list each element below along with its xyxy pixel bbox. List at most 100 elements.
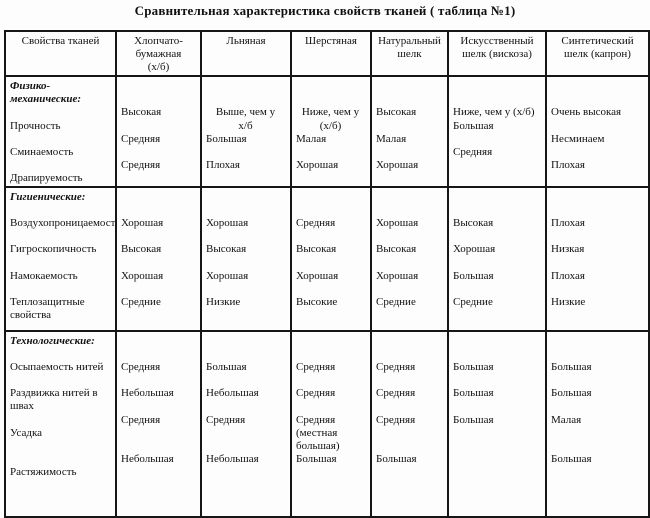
cell-line: [296, 374, 369, 387]
cell-line: [296, 146, 369, 159]
cell-line: [376, 283, 446, 296]
cell-line: [453, 93, 544, 106]
cell-line: [551, 374, 647, 387]
cell-line: Хорошая: [206, 269, 249, 282]
cell-line: Плохая: [551, 216, 585, 229]
cell-line: [10, 440, 114, 453]
cell-line: Плохая: [551, 159, 585, 172]
table-title: Сравнительная характеристика свойств тка…: [134, 3, 516, 18]
cell-line: [376, 348, 446, 361]
cell-line: Хорошая: [206, 216, 249, 229]
cell-line: [206, 374, 289, 387]
cell-line: [551, 400, 647, 413]
cell-line: швах: [10, 400, 34, 413]
cell-line: [376, 80, 446, 93]
cell-line: [10, 374, 114, 387]
cell-line: Хлопчато-: [134, 35, 183, 47]
cell-line: Раздвижка нитей в: [10, 387, 98, 400]
cell-line: х/б: [238, 119, 253, 132]
cell-line: (местная: [296, 426, 338, 439]
cell-line: [121, 230, 199, 243]
cell-line: Высокая: [206, 243, 247, 256]
property-value-cell: Большая Небольшая Средняя Небольшая: [200, 329, 292, 518]
cell-line: [10, 106, 114, 119]
cell-line: Физико-: [10, 80, 51, 92]
cell-line: Сминаемость: [10, 145, 74, 158]
cell-line: [206, 400, 289, 413]
cell-line: [206, 283, 289, 296]
cell-line: Большая: [551, 360, 592, 373]
column-header: Льняная: [200, 30, 292, 77]
cell-line: [551, 348, 647, 361]
cell-line: Большая: [453, 119, 494, 132]
cell-line: Растяжимость: [10, 466, 77, 479]
cell-line: [296, 283, 369, 296]
cell-line: [551, 230, 647, 243]
property-value-cell: Хорошая Высокая Хорошая Низкие: [200, 185, 292, 332]
cell-line: [376, 230, 446, 243]
cell-line: Большая: [551, 453, 592, 466]
cell-line: [296, 335, 369, 348]
cell-line: Средняя: [296, 216, 336, 229]
cell-line: Большая: [453, 360, 494, 373]
cell-line: Небольшая: [206, 387, 259, 400]
cell-line: [296, 204, 369, 217]
property-value-cell: Средняя Средняя Средняя (местная большая) Б…: [290, 329, 372, 518]
property-value-cell: Ниже, чем у (х/б) Малая Хорошая: [290, 75, 372, 188]
cell-line: [551, 93, 647, 106]
cell-line: [10, 453, 114, 466]
property-value-cell: Плохая Низкая Плохая Низкие: [545, 185, 650, 332]
column-header: Хлопчато-бумажная (х/б): [115, 30, 202, 77]
cell-line: Средние: [121, 296, 161, 308]
cell-line: [551, 440, 647, 453]
cell-line: Небольшая: [121, 387, 174, 400]
column-header: Синтетический шелк (капрон): [545, 30, 650, 77]
cell-line: [121, 191, 199, 204]
property-label-cell: Физико-механические: Прочность Сминаемос…: [4, 75, 117, 188]
cell-line: Воздухопроницаемость: [10, 216, 116, 229]
cell-line: Большая: [453, 387, 494, 400]
cell-line: [10, 133, 114, 146]
cell-line: [206, 230, 289, 243]
cell-line: Средние: [376, 296, 416, 308]
cell-line: [376, 335, 446, 348]
cell-line: шелк (капрон): [564, 48, 631, 61]
cell-line: [10, 414, 114, 427]
cell-line: Низкие: [206, 296, 241, 308]
cell-line: [206, 348, 289, 361]
cell-line: Высокие: [296, 296, 338, 308]
cell-line: (х/б): [147, 61, 170, 74]
cell-line: Технологические:: [10, 334, 95, 347]
column-header: Натуральный шелк: [370, 30, 449, 77]
cell-line: [551, 256, 647, 269]
cell-line: Прочность: [10, 119, 61, 132]
property-label-cell: Технологические: Осыпаемость нитей Раздв…: [4, 329, 117, 518]
cell-line: [376, 120, 446, 133]
column-header: Шерстяная: [290, 30, 372, 77]
cell-line: Небольшая: [121, 453, 174, 466]
cell-line: Малая: [551, 413, 582, 426]
cell-line: [10, 159, 114, 172]
cell-line: [453, 191, 544, 204]
cell-line: [376, 374, 446, 387]
cell-line: [10, 256, 114, 269]
cell-line: [376, 440, 446, 453]
property-value-cell: Большая Большая Большая: [447, 329, 547, 518]
cell-line: Хорошая: [121, 216, 164, 229]
cell-line: [453, 348, 544, 361]
cell-line: Хорошая: [296, 159, 339, 172]
cell-line: Хорошая: [453, 243, 496, 256]
cell-line: Высокая: [296, 243, 337, 256]
cell-line: [453, 80, 544, 93]
cell-line: Большая: [453, 269, 494, 282]
property-value-cell: Хорошая Высокая Хорошая Средние: [115, 185, 202, 332]
cell-line: Очень высокая: [551, 106, 622, 119]
cell-line: Хорошая: [121, 269, 164, 282]
cell-line: Искусственный: [460, 35, 534, 47]
cell-line: [376, 204, 446, 217]
cell-line: [296, 80, 369, 93]
cell-line: [296, 400, 369, 413]
cell-line: [206, 440, 289, 453]
cell-line: [551, 191, 647, 204]
cell-line: Высокая: [376, 106, 417, 119]
